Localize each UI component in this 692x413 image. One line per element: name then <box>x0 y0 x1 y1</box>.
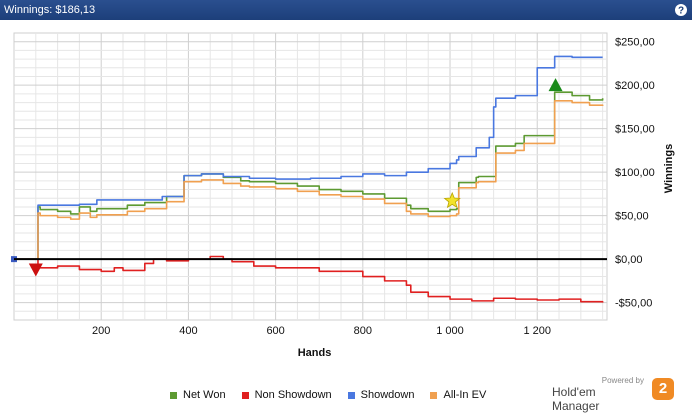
legend-label: Net Won <box>183 389 226 401</box>
winnings-chart-svg: 200 400 600 800 1 000 1 200 $250,00 $200,00 $150… <box>11 32 675 359</box>
max-marker-triangle <box>548 78 563 92</box>
y-tick-label: $50,00 <box>615 211 649 223</box>
window-title: Winnings: $186,13 <box>4 4 96 16</box>
y-tick-label: $100,00 <box>615 167 655 179</box>
window-titlebar: Winnings: $186,13 ? <box>0 0 692 20</box>
legend-label: All-In EV <box>443 389 487 401</box>
y-axis-title: Winnings <box>663 144 675 193</box>
x-axis-title: Hands <box>298 347 332 359</box>
legend-item-net-won[interactable]: Net Won <box>170 389 226 401</box>
powered-by-text: Powered by <box>601 376 644 385</box>
y-tick-label: $150,00 <box>615 124 655 136</box>
x-tick-label: 600 <box>266 325 284 337</box>
series-line-net-won <box>14 91 604 260</box>
legend-swatch-non-showdown <box>241 391 249 399</box>
brand-logo: Powered by Hold'em Manager 2 <box>552 376 682 413</box>
y-tick-label: -$50,00 <box>615 298 652 310</box>
legend-item-non-showdown[interactable]: Non Showdown <box>241 389 332 401</box>
legend-item-showdown[interactable]: Showdown <box>347 389 415 401</box>
star-marker <box>443 191 461 209</box>
chart-legend: Net Won Non Showdown Showdown All-In EV <box>170 388 502 402</box>
x-tick-label: 1 000 <box>436 325 464 337</box>
plot-area <box>13 32 608 321</box>
y-tick-label: $0,00 <box>615 254 643 266</box>
winnings-chart: 200 400 600 800 1 000 1 200 $250,00 $200,00 $150… <box>0 20 692 407</box>
x-tick-label: 800 <box>354 325 372 337</box>
x-tick-label: 1 200 <box>523 325 551 337</box>
legend-swatch-net-won <box>170 391 177 399</box>
min-marker-triangle <box>28 263 43 277</box>
legend-label: Non Showdown <box>254 389 332 401</box>
x-tick-label: 400 <box>179 325 197 337</box>
product-name: Hold'em Manager <box>552 385 600 413</box>
series-line-showdown <box>14 55 603 260</box>
legend-swatch-showdown <box>347 391 355 399</box>
legend-item-all-in-ev[interactable]: All-In EV <box>430 389 486 401</box>
question-icon[interactable]: ? <box>674 3 688 17</box>
series-line-non-showdown <box>14 255 604 303</box>
series-line-all-in-ev <box>14 100 604 260</box>
legend-label: Showdown <box>360 389 415 401</box>
hm2-badge-icon: 2 <box>652 378 674 400</box>
y-tick-label: $250,00 <box>615 37 655 49</box>
legend-swatch-all-in-ev <box>430 391 438 399</box>
y-tick-label: $200,00 <box>615 80 655 92</box>
x-tick-label: 200 <box>92 325 110 337</box>
svg-text:?: ? <box>678 6 684 17</box>
